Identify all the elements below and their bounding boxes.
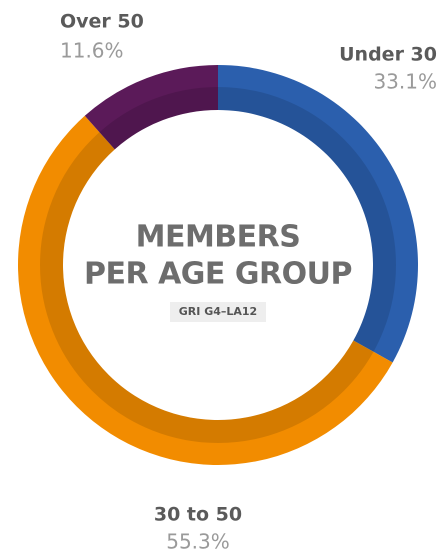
chart-title: PER AGE GROUP bbox=[84, 257, 352, 292]
data-label: 55.3% bbox=[166, 530, 230, 554]
donut-segment bbox=[218, 65, 418, 363]
chart-title: MEMBERS bbox=[136, 220, 301, 255]
legend-label: Under 30 bbox=[339, 44, 437, 66]
data-label: 11.6% bbox=[60, 39, 124, 63]
legend-label: Over 50 bbox=[60, 11, 144, 33]
chart-subtitle: GRI G4–LA12 bbox=[179, 305, 257, 318]
donut-segment bbox=[17, 115, 393, 465]
data-label: 33.1% bbox=[373, 70, 437, 94]
legend-label: 30 to 50 bbox=[154, 504, 242, 526]
donut bbox=[17, 65, 418, 465]
donut-segment bbox=[84, 65, 218, 150]
subtitle-box bbox=[170, 302, 266, 322]
inner-shade-ring bbox=[40, 87, 396, 443]
